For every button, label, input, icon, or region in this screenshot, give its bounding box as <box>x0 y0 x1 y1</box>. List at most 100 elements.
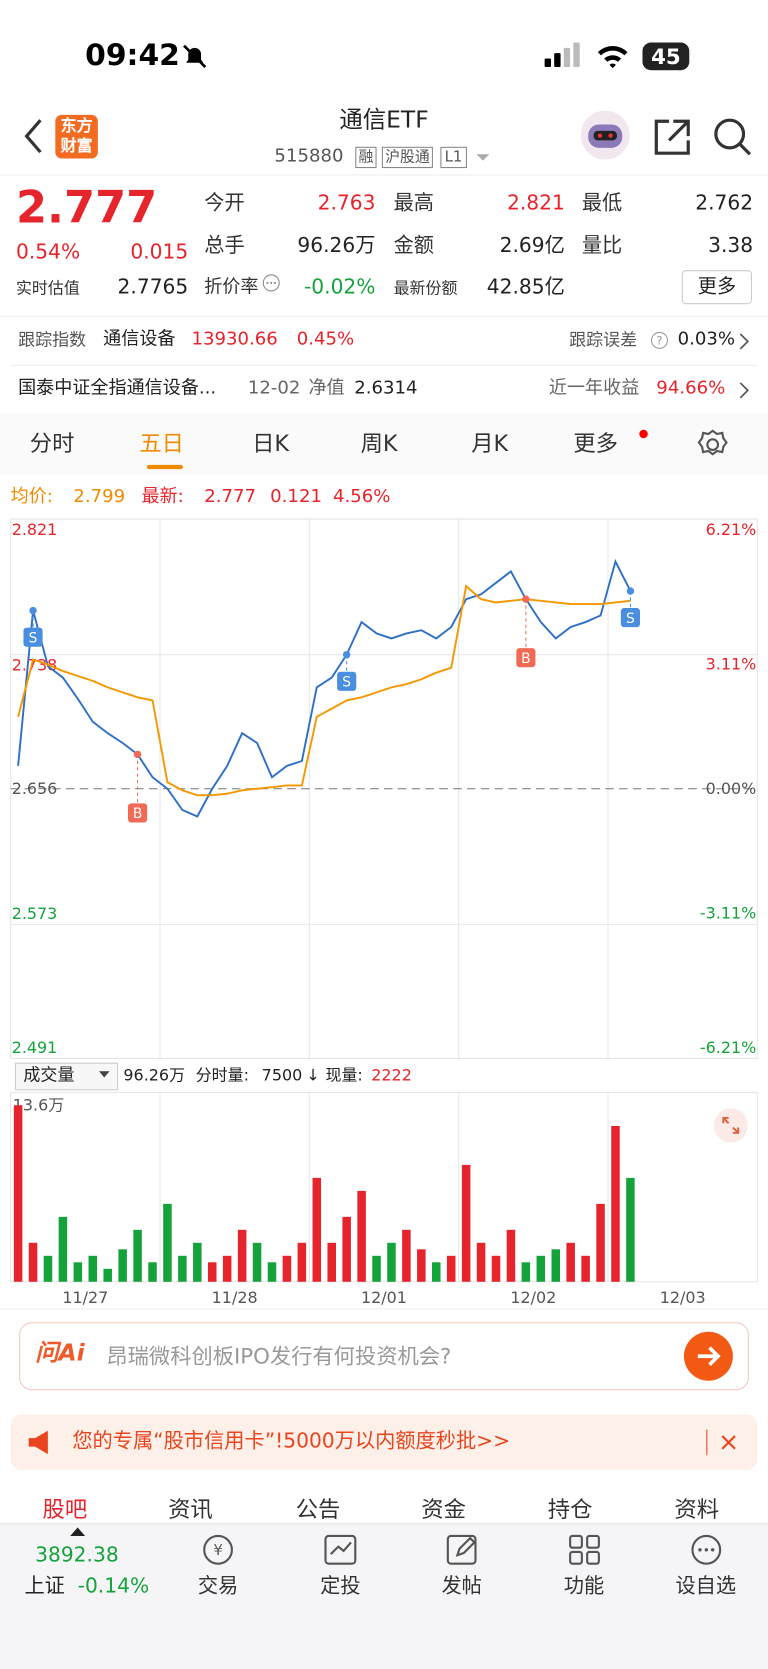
caret <box>476 154 490 161</box>
volume-bar <box>222 1255 232 1282</box>
marker-label: S <box>342 675 351 691</box>
field-value: 2.69亿 <box>499 234 565 258</box>
volume-bar <box>581 1255 590 1282</box>
nav-item[interactable]: 发帖 <box>441 1574 482 1598</box>
settings[interactable] <box>697 429 729 461</box>
volume-bar <box>491 1255 501 1282</box>
price: 2.777 <box>15 180 158 233</box>
nav-bar <box>0 1523 768 1669</box>
volume-bar <box>43 1255 53 1282</box>
field-label: 金额 <box>393 234 435 258</box>
tracking-label: 跟踪指数 <box>18 329 87 350</box>
tab[interactable]: 分时 <box>29 430 75 457</box>
field-value: 2.762 <box>695 191 754 215</box>
logo-text: 财富 <box>60 136 93 156</box>
marker-dot <box>626 587 635 595</box>
tab[interactable]: 日K <box>252 430 290 457</box>
badge: L1 <box>440 146 467 169</box>
time: 09:42 <box>85 37 180 73</box>
selector-box[interactable] <box>14 1062 119 1091</box>
error: 0.03% <box>677 328 736 350</box>
field-label: 最高 <box>393 191 435 215</box>
selector[interactable]: 成交量 <box>23 1064 75 1085</box>
x-tick-label: 12/01 <box>361 1288 407 1307</box>
volume-bar <box>148 1262 157 1282</box>
volume-bar <box>13 1105 23 1282</box>
volume-bar <box>536 1255 546 1282</box>
dot <box>639 429 648 439</box>
index-name[interactable]: 上证 <box>24 1574 65 1598</box>
bottom-tab[interactable]: 持仓 <box>547 1496 593 1523</box>
field-label: 最低 <box>581 191 623 215</box>
volume-bar <box>282 1255 292 1282</box>
megaphone <box>28 1430 48 1455</box>
tab-active[interactable]: 五日 <box>139 430 185 457</box>
nav-item[interactable]: 定投 <box>320 1574 361 1598</box>
x-tick-label: 11/28 <box>212 1288 258 1307</box>
chevron <box>739 382 749 399</box>
volume-bar <box>103 1268 112 1282</box>
marker-box <box>516 648 536 668</box>
bottom-tab[interactable]: 资料 <box>674 1496 720 1523</box>
volume-bar <box>521 1262 531 1282</box>
vol-arrow: ↓ <box>306 1065 320 1085</box>
change-pct: 0.54% <box>15 240 81 264</box>
ask-box[interactable] <box>19 1322 749 1391</box>
index-value[interactable]: 3892.38 <box>35 1543 119 1567</box>
badge: 融 <box>355 146 377 169</box>
svg-text:?: ? <box>656 334 662 348</box>
volume-bar <box>566 1242 575 1282</box>
bottom-tab[interactable]: 公告 <box>295 1496 341 1523</box>
field-value: 2.7765 <box>117 275 189 299</box>
close[interactable] <box>720 1434 737 1451</box>
marker-dot <box>133 750 142 759</box>
nav-item[interactable]: 功能 <box>563 1574 605 1598</box>
volume-bar <box>461 1164 471 1282</box>
bottom-tab[interactable]: 资金 <box>421 1496 466 1523</box>
bottom-tab[interactable]: 资讯 <box>168 1496 213 1523</box>
tab[interactable]: 周K <box>360 430 398 457</box>
marker-dot <box>342 651 351 659</box>
avg: 2.799 <box>73 486 126 508</box>
vol-tick: 7500 <box>261 1065 303 1085</box>
volume-bar <box>297 1242 307 1282</box>
change: 0.015 <box>130 240 189 264</box>
tab[interactable]: 月K <box>471 430 509 457</box>
volume-frame <box>10 1091 758 1283</box>
code: 515880 <box>274 145 344 168</box>
battery: 45 <box>642 42 690 71</box>
marker-box <box>128 803 148 823</box>
index-pct[interactable]: -0.14% <box>77 1574 150 1598</box>
banner[interactable] <box>10 1414 758 1471</box>
share[interactable] <box>652 117 692 157</box>
y-tick-label: 2.573 <box>12 904 58 923</box>
fund-date: 12-02 <box>247 377 301 399</box>
tab-underline <box>146 464 183 470</box>
ask-send[interactable] <box>683 1331 734 1382</box>
nav-label: 净值 <box>308 377 345 399</box>
marker-label: S <box>29 631 38 647</box>
y2-tick-label: 0.00% <box>706 779 757 798</box>
icon-function <box>569 1534 600 1565</box>
tab[interactable]: 更多 <box>573 430 619 457</box>
volume-bar <box>118 1249 127 1282</box>
x-tick-label: 11/27 <box>62 1288 108 1307</box>
help[interactable]: ? <box>650 331 669 350</box>
robot[interactable] <box>578 110 633 161</box>
tab-bar <box>0 412 768 475</box>
nav-item[interactable]: 设自选 <box>675 1574 737 1598</box>
field-value: 42.85亿 <box>486 275 565 299</box>
banner-text[interactable]: 您的专属“股市信用卡”!5000万以内额度秒批>> <box>72 1429 511 1454</box>
volume-bar <box>252 1242 262 1282</box>
bottom-tab[interactable]: 股吧 <box>42 1496 88 1523</box>
search[interactable] <box>713 117 753 157</box>
x-tick-label: 12/03 <box>660 1288 706 1307</box>
expand[interactable] <box>713 1108 748 1143</box>
last-label: 最新: <box>141 486 184 508</box>
more-button[interactable]: 更多 <box>681 270 753 305</box>
info[interactable] <box>262 273 281 292</box>
marker-dot <box>29 606 37 615</box>
back[interactable] <box>21 117 47 155</box>
ask-placeholder[interactable]: 昂瑞微科创板IPO发行有何投资机会? <box>106 1343 452 1369</box>
nav-item[interactable]: 交易 <box>197 1574 239 1598</box>
